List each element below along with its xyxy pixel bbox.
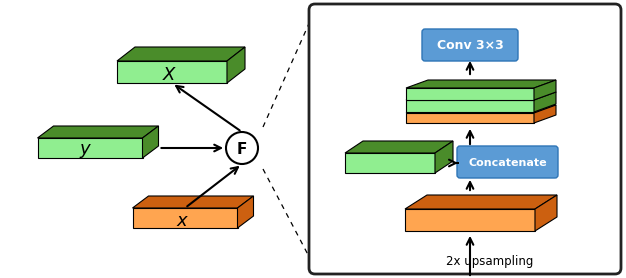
Polygon shape xyxy=(38,126,158,138)
Polygon shape xyxy=(117,61,227,83)
Polygon shape xyxy=(406,113,534,123)
Polygon shape xyxy=(435,141,453,173)
Polygon shape xyxy=(117,47,245,61)
Polygon shape xyxy=(534,80,556,100)
Polygon shape xyxy=(345,141,453,153)
Polygon shape xyxy=(535,195,557,231)
Text: $y$: $y$ xyxy=(80,142,93,160)
Polygon shape xyxy=(237,196,254,228)
Polygon shape xyxy=(405,195,557,209)
Polygon shape xyxy=(406,100,534,112)
FancyBboxPatch shape xyxy=(457,146,558,178)
Text: $x$: $x$ xyxy=(177,212,190,230)
Polygon shape xyxy=(406,105,556,113)
FancyBboxPatch shape xyxy=(309,4,621,274)
Polygon shape xyxy=(534,105,556,123)
Circle shape xyxy=(226,132,258,164)
Text: $\mathbf{F}$: $\mathbf{F}$ xyxy=(237,141,247,157)
Polygon shape xyxy=(406,92,556,100)
Text: $X$: $X$ xyxy=(162,66,178,84)
Polygon shape xyxy=(345,153,435,173)
Polygon shape xyxy=(133,196,254,208)
Polygon shape xyxy=(534,92,556,112)
Polygon shape xyxy=(227,47,245,83)
Text: Concatenate: Concatenate xyxy=(468,158,547,168)
FancyBboxPatch shape xyxy=(422,29,518,61)
Polygon shape xyxy=(38,138,143,158)
Text: 2x upsampling: 2x upsampling xyxy=(446,255,534,269)
Polygon shape xyxy=(406,80,556,88)
Polygon shape xyxy=(405,209,535,231)
Polygon shape xyxy=(406,88,534,100)
Polygon shape xyxy=(133,208,237,228)
Polygon shape xyxy=(143,126,158,158)
Text: Conv 3×3: Conv 3×3 xyxy=(436,38,503,51)
